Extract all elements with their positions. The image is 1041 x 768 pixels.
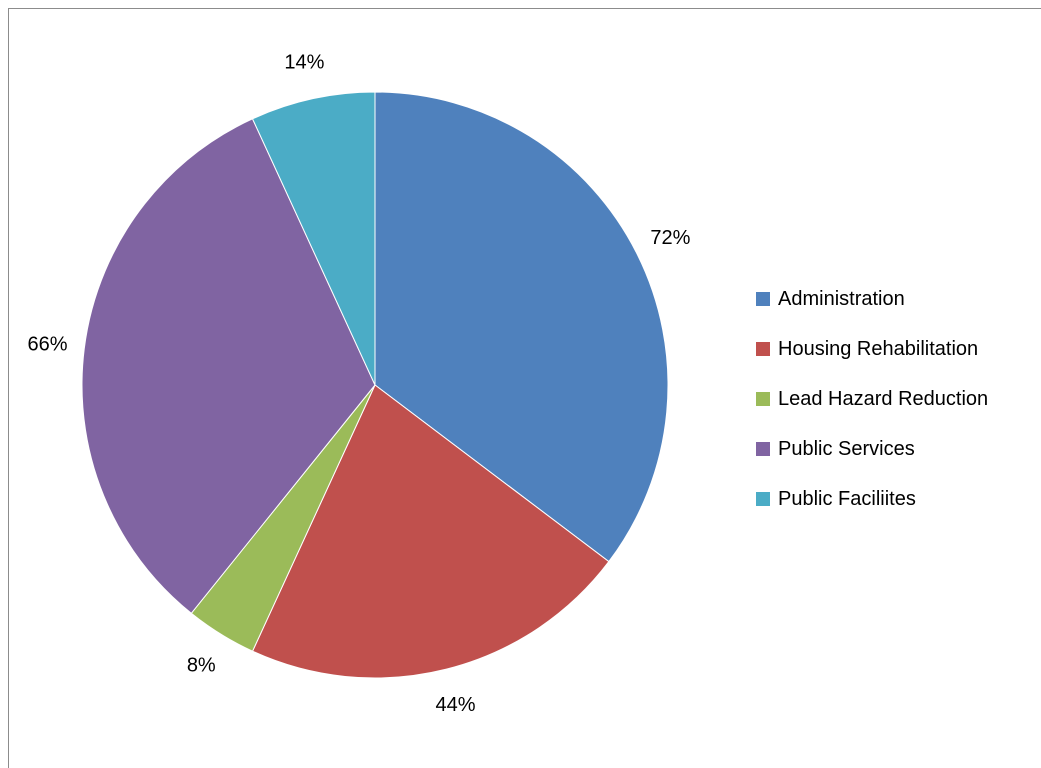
legend-label: Housing Rehabilitation xyxy=(778,337,979,360)
data-label-housing-rehabilitation: 44% xyxy=(435,694,475,716)
legend-item-housing-rehabilitation: Housing Rehabilitation xyxy=(756,324,988,374)
legend-label: Administration xyxy=(778,287,905,310)
legend-item-administration: Administration xyxy=(756,274,988,324)
legend-swatch xyxy=(756,342,770,356)
legend-swatch xyxy=(756,392,770,406)
legend-label: Lead Hazard Reduction xyxy=(778,387,989,410)
legend-swatch xyxy=(756,292,770,306)
data-label-public-services: 66% xyxy=(27,333,67,355)
data-label-lead-hazard-reduction: 8% xyxy=(187,655,216,677)
legend-item-lead-hazard-reduction: Lead Hazard Reduction xyxy=(756,374,988,424)
pie-labels: 72% 44% 8% 66% 14% xyxy=(27,52,690,716)
pie-slices xyxy=(81,91,669,679)
legend-swatch xyxy=(756,442,770,456)
chart-frame xyxy=(8,8,1041,768)
legend-label: Public Faciliites xyxy=(778,487,916,510)
pie-slice-public-services xyxy=(81,118,376,614)
data-label-administration: 72% xyxy=(650,227,690,249)
legend-swatch xyxy=(756,492,770,506)
legend-item-public-services: Public Services xyxy=(756,424,988,474)
legend: Administration Housing Rehabilitation Lead… xyxy=(756,274,988,524)
legend-item-public-faciliites: Public Faciliites xyxy=(756,474,988,524)
pie-slice-administration xyxy=(374,91,669,563)
pie-slice-public-faciliites xyxy=(251,91,376,386)
legend-label: Public Services xyxy=(778,437,915,460)
data-label-public-faciliites: 14% xyxy=(284,52,324,74)
